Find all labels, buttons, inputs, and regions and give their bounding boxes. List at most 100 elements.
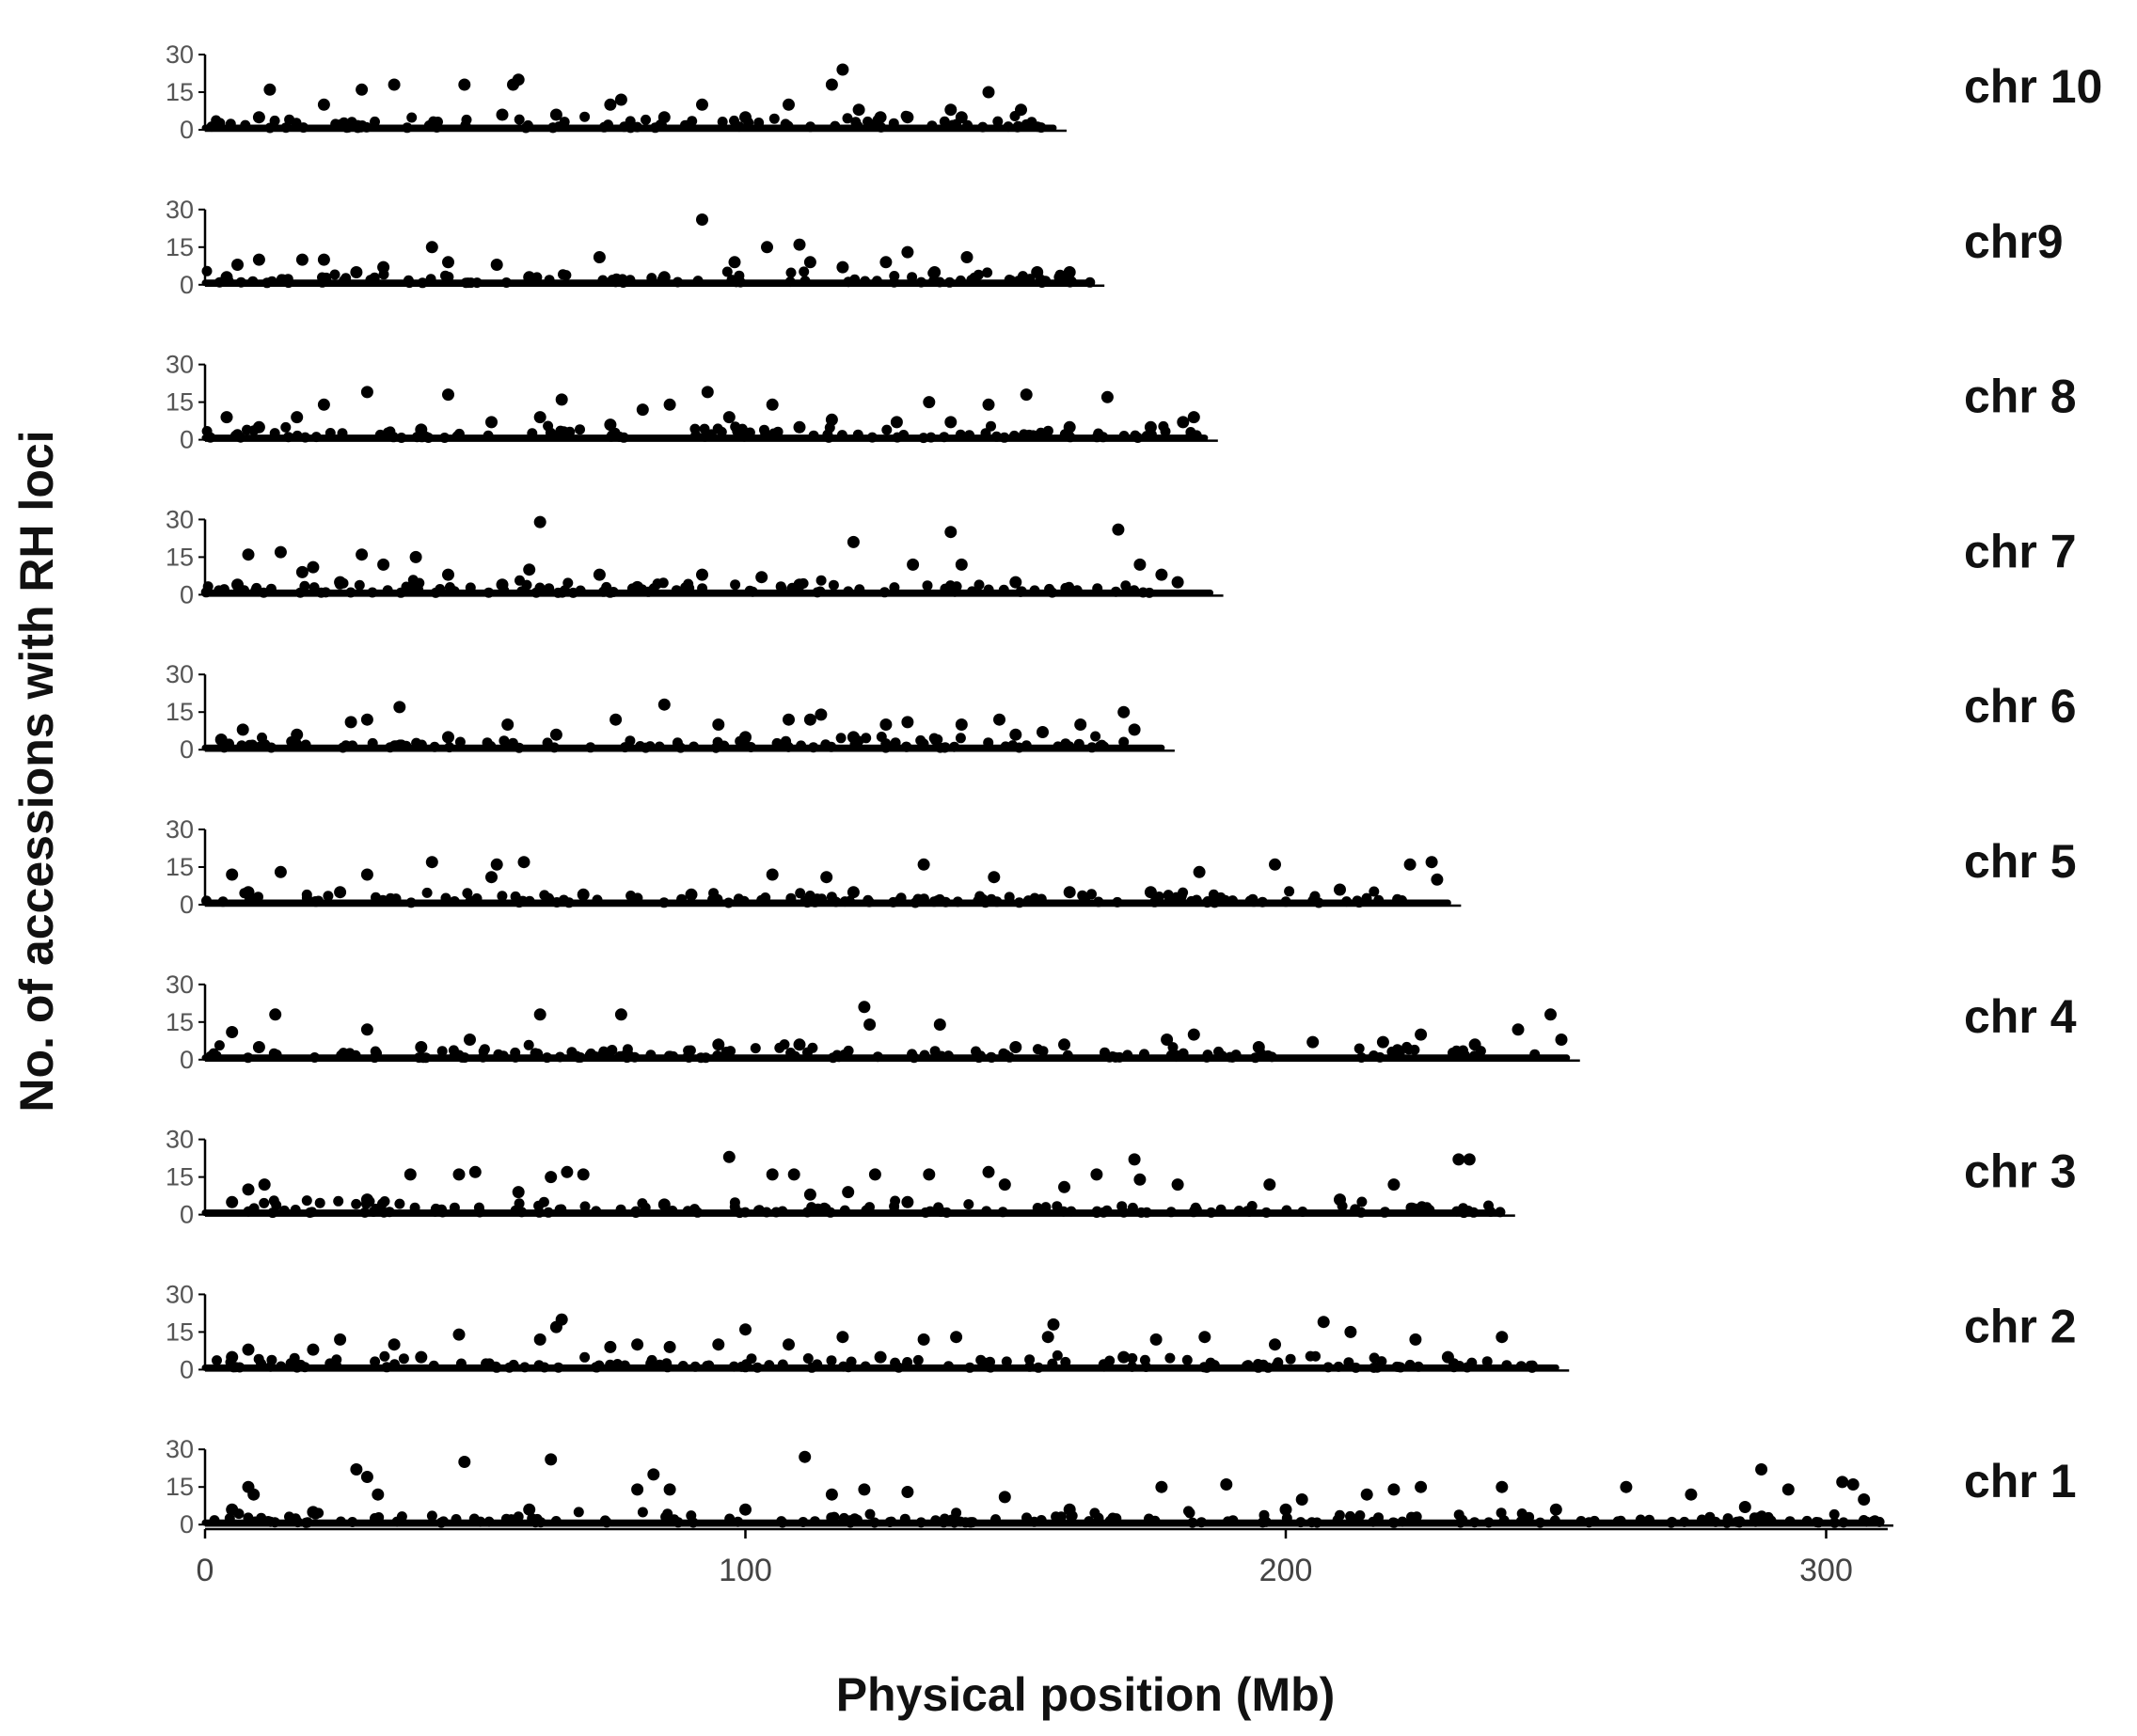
data-point	[712, 1338, 725, 1351]
data-point-low	[449, 1050, 460, 1062]
data-point-low	[1165, 1207, 1177, 1218]
data-point-low	[553, 1362, 564, 1373]
data-point-low	[276, 1361, 287, 1372]
data-point-low	[325, 428, 336, 438]
data-point-low	[483, 430, 494, 441]
data-point-low	[510, 1051, 521, 1063]
data-point-low	[345, 587, 356, 598]
data-point	[901, 1486, 914, 1498]
data-point-low	[784, 276, 796, 288]
data-point-low	[712, 893, 723, 905]
data-point	[604, 1340, 617, 1353]
data-point	[1836, 1476, 1849, 1489]
data-point-low	[688, 1517, 699, 1528]
data-point-low	[777, 1359, 788, 1370]
data-point-low	[1260, 1207, 1272, 1218]
data-point	[231, 259, 244, 271]
data-point-low	[750, 1043, 761, 1054]
data-point	[490, 259, 503, 271]
data-point-low	[735, 276, 746, 288]
data-point	[291, 728, 304, 741]
data-point-low	[808, 430, 819, 441]
data-point-low	[1371, 1362, 1383, 1373]
data-point-low	[799, 266, 810, 277]
data-point-low	[335, 1516, 346, 1527]
data-point-low	[557, 587, 568, 598]
data-point-low	[573, 1507, 584, 1518]
data-point	[577, 888, 590, 901]
data-point-low	[826, 741, 837, 752]
data-point-low	[1144, 1513, 1154, 1524]
data-point-low	[1037, 1046, 1049, 1057]
data-point	[950, 1331, 963, 1344]
data-point-low	[1453, 1509, 1464, 1521]
data-point-low	[1284, 886, 1295, 897]
data-point-low	[1285, 1353, 1296, 1365]
data-point-low	[1220, 894, 1231, 906]
data-point-low	[836, 430, 847, 441]
data-point-low	[1118, 1207, 1130, 1218]
data-point-low	[801, 1207, 813, 1218]
data-point-low	[918, 738, 929, 750]
data-point-low	[895, 892, 907, 904]
data-point-low	[516, 586, 528, 597]
data-point	[988, 871, 1001, 884]
y-tick-label: 0	[180, 1355, 194, 1383]
data-point-low	[890, 1195, 901, 1207]
data-point	[242, 1343, 255, 1356]
data-point-low	[880, 742, 892, 753]
data-point-low	[930, 1515, 942, 1526]
data-point-low	[1033, 1362, 1044, 1373]
data-point-low	[1001, 1356, 1012, 1367]
data-point-low	[294, 587, 306, 598]
data-point	[728, 256, 741, 269]
data-point-low	[268, 1048, 279, 1059]
data-point	[1252, 1041, 1265, 1053]
y-tick-label: 30	[166, 40, 194, 69]
data-point-low	[667, 1206, 678, 1216]
data-point	[258, 1178, 271, 1192]
data-point-low	[768, 428, 780, 439]
data-point-low	[559, 117, 570, 128]
data-point	[334, 886, 347, 899]
data-point	[220, 271, 233, 284]
y-tick-label: 0	[180, 580, 194, 608]
y-tick-label: 0	[180, 1046, 194, 1074]
data-point	[1155, 1480, 1168, 1493]
data-point	[701, 386, 714, 399]
data-point-low	[331, 1354, 342, 1365]
data-point-low	[932, 895, 943, 906]
data-point	[755, 571, 768, 584]
data-point-low	[543, 1207, 554, 1218]
data-point	[631, 1338, 644, 1351]
data-point-low	[644, 741, 656, 752]
data-point-low	[367, 587, 378, 598]
data-point	[1133, 1173, 1147, 1186]
data-point-low	[689, 423, 701, 434]
data-point-low	[850, 117, 862, 128]
data-point	[1685, 1488, 1698, 1501]
data-point-low	[1216, 1050, 1227, 1062]
chromosome-label: chr9	[1964, 215, 2064, 268]
data-point	[793, 578, 806, 592]
panel-chr9: 0 15 30 chr9	[166, 196, 2064, 299]
data-point	[1755, 1463, 1768, 1476]
data-point-low	[986, 1052, 997, 1063]
data-point	[793, 1038, 806, 1051]
data-point-low	[284, 1511, 294, 1523]
data-point-low	[625, 116, 636, 127]
data-point-low	[672, 737, 683, 749]
y-tick-label: 15	[166, 1008, 194, 1036]
data-point-low	[734, 121, 745, 133]
data-point-low	[1667, 1516, 1678, 1527]
data-point	[842, 1186, 855, 1199]
data-point	[533, 1008, 546, 1021]
data-point	[490, 858, 503, 871]
data-point-low	[1257, 896, 1268, 907]
data-point-low	[473, 1202, 484, 1213]
data-point-low	[300, 1517, 311, 1528]
data-point	[1144, 886, 1157, 899]
data-point-low	[260, 739, 271, 750]
y-tick-label: 15	[166, 543, 194, 571]
data-point-low	[1448, 1048, 1458, 1058]
